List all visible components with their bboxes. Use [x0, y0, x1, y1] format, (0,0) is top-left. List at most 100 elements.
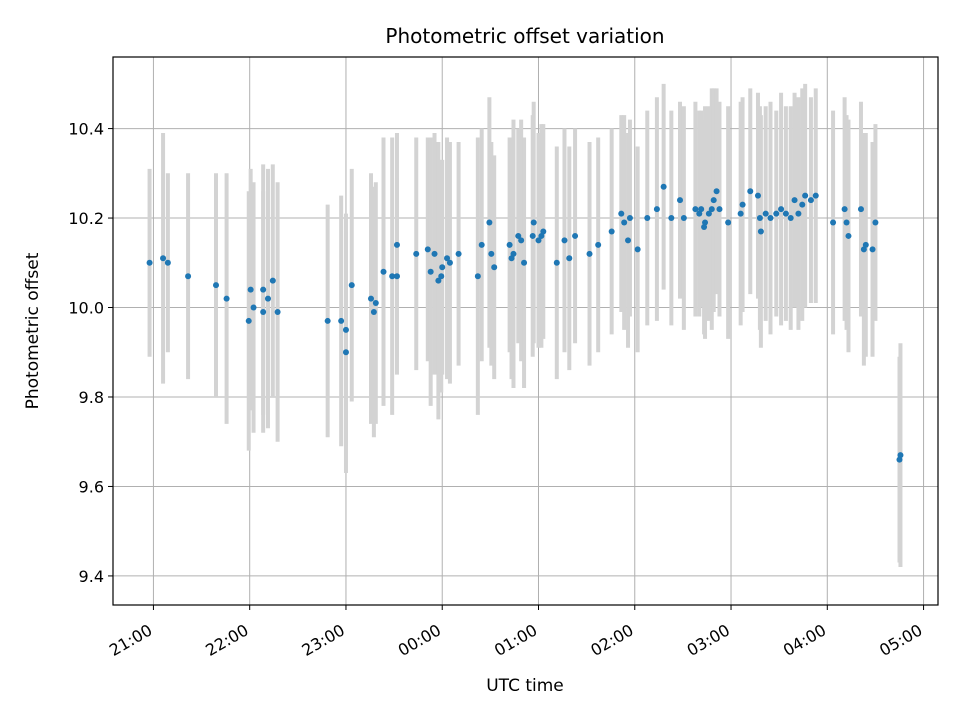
y-tick-label: 10.0 — [68, 299, 104, 318]
data-point — [767, 215, 774, 222]
data-point — [698, 206, 705, 213]
data-point — [424, 246, 431, 253]
data-point — [515, 232, 522, 239]
data-point — [274, 308, 281, 315]
data-point — [530, 219, 537, 226]
data-point — [553, 259, 560, 266]
data-point — [572, 232, 579, 239]
y-axis-ticks: 9.4 9.6 9.8 10.0 10.2 10.4 — [68, 120, 113, 586]
data-point — [713, 188, 720, 195]
data-point — [653, 206, 660, 213]
data-point — [754, 192, 761, 199]
data-point — [446, 259, 453, 266]
data-point — [791, 197, 798, 204]
data-point — [164, 259, 171, 266]
data-point — [626, 215, 633, 222]
data-point — [860, 246, 867, 253]
y-tick-label: 10.2 — [68, 209, 104, 228]
data-point — [455, 250, 462, 257]
data-point — [787, 215, 794, 222]
data-point — [269, 277, 276, 284]
data-point — [737, 210, 744, 217]
data-point — [393, 273, 400, 280]
data-point — [802, 192, 809, 199]
data-point — [634, 246, 641, 253]
data-point — [245, 317, 252, 324]
data-point — [621, 219, 628, 226]
data-point — [146, 259, 153, 266]
data-point — [427, 268, 434, 275]
data-point — [367, 295, 374, 302]
data-point — [595, 241, 602, 248]
data-point — [160, 255, 167, 262]
data-point — [247, 286, 254, 293]
y-tick-label: 9.8 — [79, 388, 104, 407]
data-point — [413, 250, 420, 257]
data-point — [478, 241, 485, 248]
y-tick-label: 9.4 — [79, 567, 104, 586]
data-point — [338, 317, 345, 324]
data-point — [260, 286, 267, 293]
data-point — [660, 183, 667, 190]
data-point — [370, 308, 377, 315]
data-point — [762, 210, 769, 217]
data-point — [841, 206, 848, 213]
data-point — [869, 246, 876, 253]
data-point — [799, 201, 806, 208]
data-point — [488, 250, 495, 257]
data-point — [213, 282, 220, 289]
data-point — [342, 326, 349, 333]
data-point — [491, 264, 498, 271]
data-point — [389, 273, 396, 280]
data-point — [862, 241, 869, 248]
y-axis-label: Photometric offset — [23, 252, 43, 409]
x-axis-label: UTC time — [486, 676, 564, 696]
data-point — [795, 210, 802, 217]
data-point — [561, 237, 568, 244]
data-point — [486, 219, 493, 226]
data-point — [897, 452, 904, 459]
data-point — [431, 250, 438, 257]
data-point — [510, 250, 517, 257]
data-point — [692, 206, 699, 213]
data-point — [773, 210, 780, 217]
data-point — [435, 277, 442, 284]
y-tick-label: 10.4 — [68, 120, 104, 139]
data-point — [701, 223, 708, 230]
data-point — [782, 210, 789, 217]
data-point — [566, 255, 573, 262]
data-point — [264, 295, 271, 302]
data-point — [696, 210, 703, 217]
data-points — [146, 183, 904, 463]
data-point — [508, 255, 515, 262]
data-point — [474, 273, 481, 280]
data-point — [586, 250, 593, 257]
data-point — [857, 206, 864, 213]
data-point — [812, 192, 819, 199]
data-point — [506, 241, 513, 248]
data-point — [845, 232, 852, 239]
y-tick-label: 9.6 — [79, 477, 104, 496]
plot-frame — [112, 56, 939, 606]
data-point — [756, 215, 763, 222]
data-point — [372, 300, 379, 307]
data-point — [618, 210, 625, 217]
data-point — [393, 241, 400, 248]
chart-title: Photometric offset variation — [385, 24, 664, 48]
data-point — [668, 215, 675, 222]
data-point — [778, 206, 785, 213]
data-point — [342, 349, 349, 356]
data-point — [830, 219, 837, 226]
data-point — [896, 456, 903, 463]
data-point — [538, 232, 545, 239]
data-point — [702, 219, 709, 226]
data-point — [518, 237, 525, 244]
data-point — [680, 215, 687, 222]
data-point — [872, 219, 879, 226]
data-point — [677, 197, 684, 204]
data-point — [747, 188, 754, 195]
data-point — [739, 201, 746, 208]
data-point — [260, 308, 267, 315]
data-point — [708, 206, 715, 213]
data-point — [540, 228, 547, 235]
